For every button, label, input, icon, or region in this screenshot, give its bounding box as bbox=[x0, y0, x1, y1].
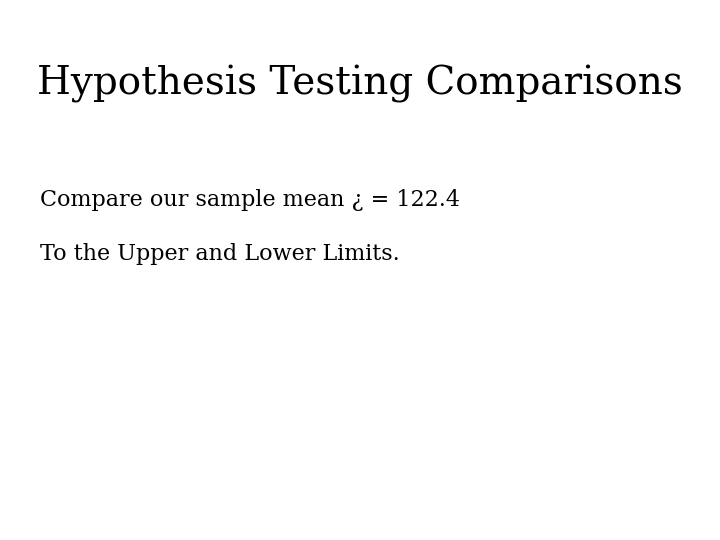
Text: Compare our sample mean ¿ = 122.4: Compare our sample mean ¿ = 122.4 bbox=[40, 189, 459, 211]
Text: Hypothesis Testing Comparisons: Hypothesis Testing Comparisons bbox=[37, 65, 683, 103]
Text: To the Upper and Lower Limits.: To the Upper and Lower Limits. bbox=[40, 243, 400, 265]
